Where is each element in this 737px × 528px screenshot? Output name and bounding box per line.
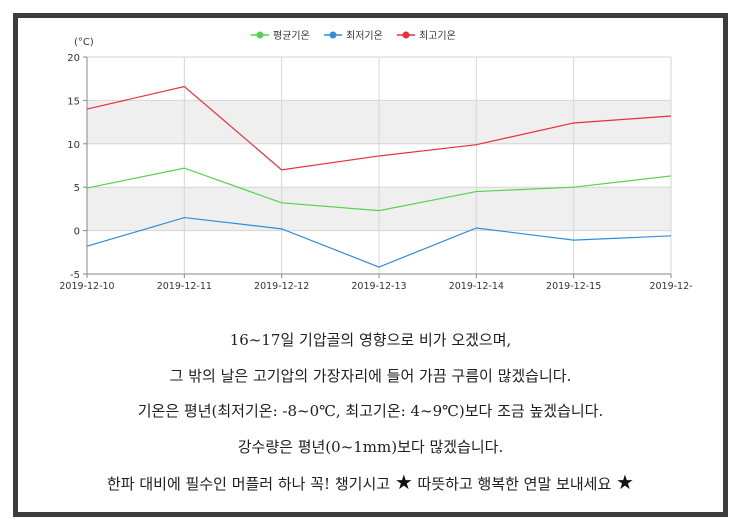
x-tick-label: 2019-12- xyxy=(649,281,692,292)
series-line xyxy=(86,216,672,268)
x-tick-label: 2019-12-10 xyxy=(59,281,114,292)
x-tick-label: 2019-12-15 xyxy=(546,281,601,292)
x-tick-label: 2019-12-13 xyxy=(351,281,406,292)
legend-marker xyxy=(256,31,264,39)
notice-line-2: 그 밖의 날은 고기압의 가장자리에 들어 가끔 구름이 많겠습니다. xyxy=(169,366,572,385)
legend-label: 최저기온 xyxy=(346,30,383,42)
legend-label: 최고기온 xyxy=(419,30,456,42)
temperature-chart: -5 0 5 10 15 20 2019-12-10 2019-12-11 2019-12-12… xyxy=(18,18,723,318)
notice-line-1: 16~17일 기압골의 영향으로 비가 오겠으며, xyxy=(229,331,512,349)
frame: -5 0 5 10 15 20 2019-12-10 2019-12-11 2019-12-12… xyxy=(13,13,728,517)
notice-line-5: 한파 대비에 필수인 머플러 하나 꼭! 챙기시고 ★ 따뜻하고 행복한 연말 … xyxy=(18,465,723,503)
chart-svg: -5 0 5 10 15 20 2019-12-10 2019-12-11 2019-12-12… xyxy=(59,30,692,292)
x-tick-label: 2019-12-14 xyxy=(449,281,504,292)
y-tick-label: 20 xyxy=(67,53,80,64)
forecast-notice: 16~17일 기압골의 영향으로 비가 오겠으며, 그 밖의 날은 고기압의 가… xyxy=(18,323,723,503)
legend-label: 평균기온 xyxy=(273,30,310,42)
notice-line-5-tail: 따뜻하고 행복한 연말 보내세요 xyxy=(417,475,612,493)
x-tick-label: 2019-12-11 xyxy=(157,281,212,292)
y-tick-label: 10 xyxy=(67,140,80,151)
legend-marker xyxy=(402,31,410,39)
legend-marker xyxy=(329,31,337,39)
series-line xyxy=(86,167,672,212)
notice-line-3: 기온은 평년(최저기온: -8~0℃, 최고기온: 4~9℃)보다 조금 높겠습… xyxy=(137,402,604,420)
y-tick-label: 0 xyxy=(74,227,80,238)
y-tick-label: 5 xyxy=(74,183,80,194)
star-icon: ★ xyxy=(616,470,634,494)
series-line xyxy=(86,85,672,171)
y-tick-label: 15 xyxy=(67,96,80,107)
y-unit-label: (°C) xyxy=(74,37,94,48)
notice-line-5-main: 한파 대비에 필수인 머플러 하나 꼭! 챙기시고 xyxy=(107,475,391,493)
star-icon: ★ xyxy=(394,470,413,494)
y-tick-label: -5 xyxy=(70,270,80,281)
x-tick-label: 2019-12-12 xyxy=(254,281,309,292)
notice-line-4: 강수량은 평년(0~1mm)보다 많겠습니다. xyxy=(237,437,504,456)
